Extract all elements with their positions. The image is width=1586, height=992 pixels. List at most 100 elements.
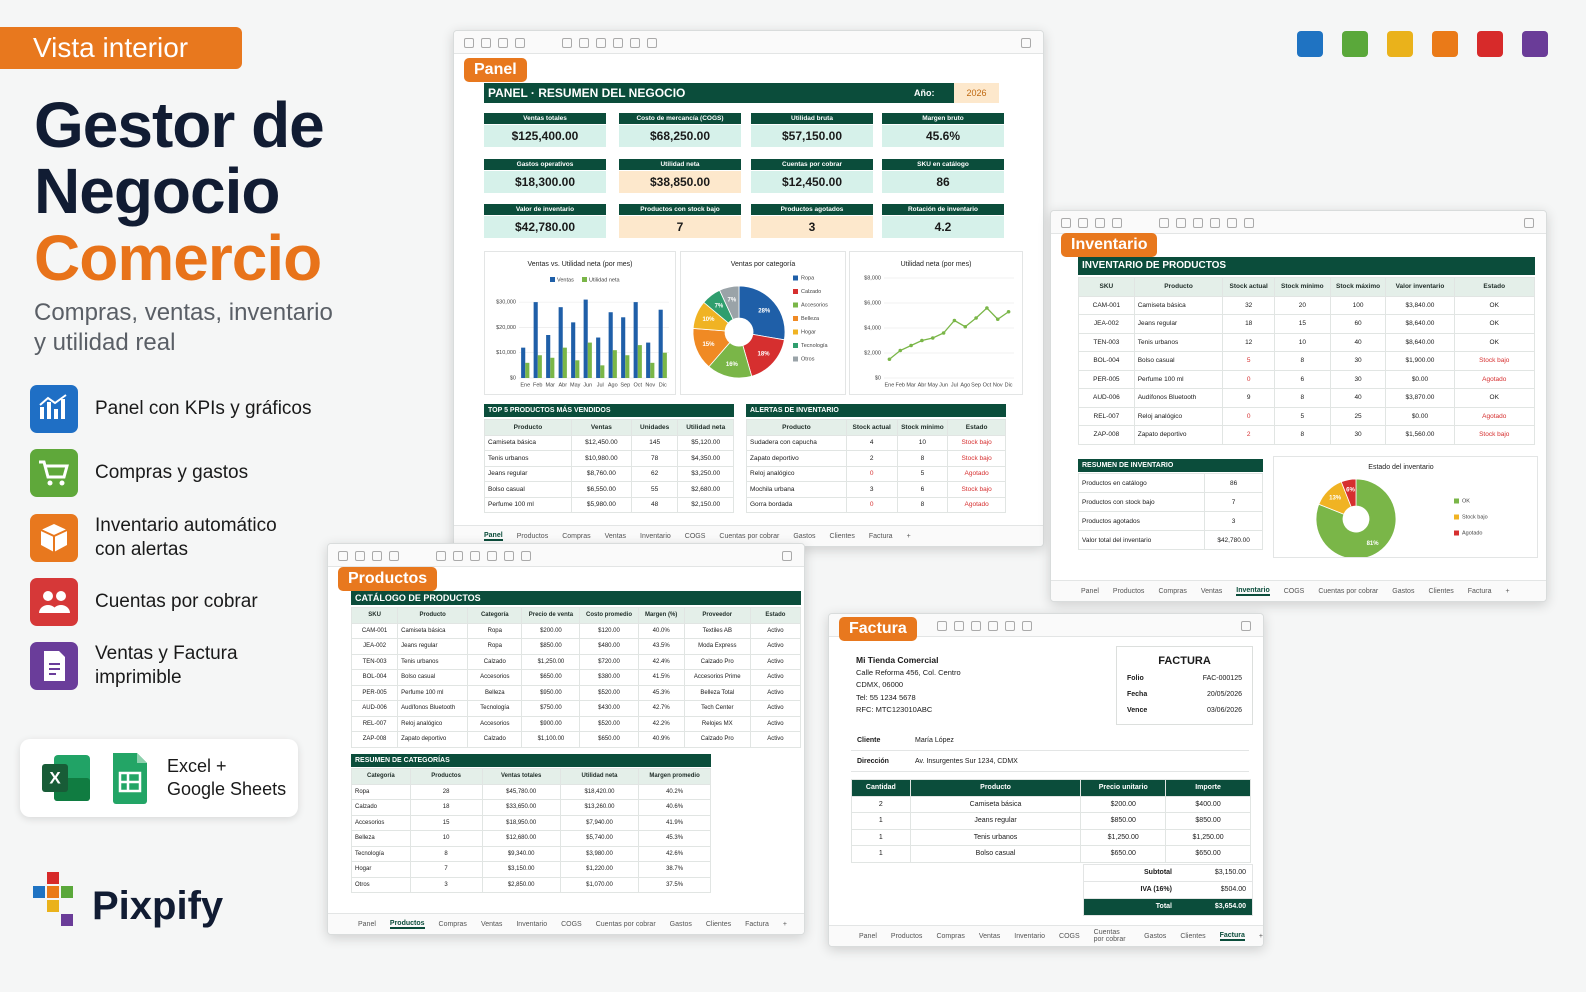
- invoice-title: FACTURA: [1158, 655, 1211, 667]
- table-cell: 86: [1204, 473, 1263, 493]
- bar: [571, 322, 576, 378]
- column-header: Costo promedio: [579, 607, 639, 624]
- table-cell: Productos con stock bajo: [1077, 492, 1206, 512]
- bar: [583, 299, 588, 378]
- table-row: Sudadera con capucha 4 10 Stock bajo: [746, 434, 1006, 451]
- table-cell: $33,650.00: [481, 799, 561, 816]
- chart-title: Utilidad neta (por mes): [901, 261, 972, 268]
- company-line: RFC: MTC123010ABC: [856, 705, 933, 714]
- table-cell: 8: [1273, 425, 1331, 445]
- table-cell: 6: [1273, 369, 1331, 389]
- company-line: Calle Reforma 456, Col. Centro: [856, 667, 961, 677]
- column-header: Estado: [947, 419, 1006, 436]
- sheet-tab: Ventas: [1200, 587, 1223, 595]
- table-cell: 0: [845, 496, 898, 513]
- data-table: Producto Stock actual Stock mínimo Estado Su…: [746, 419, 1006, 513]
- table-cell: Tenis urbanos: [484, 450, 572, 467]
- toolbar-icon: [782, 551, 792, 561]
- x-tick-label: Oct: [983, 382, 992, 388]
- table-cell: Calzado Pro: [683, 731, 751, 748]
- y-tick-label: $20,000: [496, 325, 516, 331]
- table-row: PER-005 Perfume 100 ml Belleza $950.00 $520.…: [350, 684, 802, 701]
- sheet-tabs: Panel Productos Compras Ventas Inventario COG…: [328, 913, 804, 934]
- column-header: Stock actual: [1222, 277, 1275, 297]
- kpi-label: Costo de mercancía (COGS): [619, 113, 741, 124]
- table-cell: 6: [896, 481, 949, 498]
- table-cell: 42.6%: [638, 845, 711, 862]
- table-cell: TEN-003: [350, 653, 399, 670]
- bar: [662, 352, 667, 378]
- total-field: Total: [1155, 903, 1172, 910]
- kpi-value: 45.6%: [882, 125, 1004, 147]
- table-cell: $0.00: [1385, 406, 1455, 426]
- table-cell: JEA-002: [350, 638, 399, 655]
- table-cell: Calzado: [467, 653, 523, 670]
- legend-swatch: [793, 275, 798, 281]
- invoice-row: Folio FAC-000125: [1127, 675, 1242, 682]
- table-cell: $950.00: [521, 684, 581, 701]
- table-cell: Activo: [749, 622, 802, 639]
- table-row: ZAP-008 Zapato deportivo Calzado $1,100.00 $…: [350, 731, 802, 748]
- toolbar-icon: [971, 621, 981, 631]
- table-cell: Agotado: [947, 465, 1006, 482]
- sheet-tab: Ventas: [604, 532, 627, 540]
- table-cell: Bolso casual: [397, 669, 469, 686]
- toolbar-icon: [613, 38, 623, 48]
- table-cell: Audífonos Bluetooth: [397, 700, 469, 717]
- table-cell: Zapato deportivo: [746, 450, 847, 467]
- legend-swatch: [793, 302, 798, 308]
- table-cell: $480.00: [579, 638, 639, 655]
- table-row: AUD-006 Audífonos Bluetooth Tecnología $750…: [350, 700, 802, 717]
- kpi-label: Valor de inventario: [484, 204, 606, 215]
- table-row: CAM-001 Camiseta básica 32 20 100 $3,840.00 OK: [1078, 295, 1535, 315]
- table-cell: 30: [1329, 351, 1387, 371]
- slice-label: 81%: [1367, 541, 1380, 547]
- table-cell: 3: [409, 876, 483, 893]
- column-header: Stock actual: [845, 419, 898, 436]
- table-cell: 5: [1273, 406, 1331, 426]
- table-cell: $200.00: [521, 622, 581, 639]
- table-cell: Activo: [749, 669, 802, 686]
- table-cell: 12: [1222, 332, 1275, 352]
- feature-text: Panel con KPIs y gráficos: [95, 397, 312, 421]
- kpi-value: $42,780.00: [484, 216, 606, 238]
- legend-swatch: [582, 277, 587, 282]
- point: [952, 318, 957, 323]
- line: [889, 307, 1009, 360]
- legend-label: Stock bajo: [1462, 514, 1488, 520]
- table-row: Reloj analógico 0 5 Agotado: [746, 465, 1006, 482]
- total-row: IVA (16%) $504.00: [1083, 881, 1253, 899]
- x-tick-label: Sep: [971, 382, 981, 388]
- x-tick-label: May: [570, 382, 581, 388]
- table-cell: Perfume 100 ml: [397, 684, 469, 701]
- toolbar-icon: [988, 621, 998, 631]
- table-cell: Activo: [749, 731, 802, 748]
- column-header: Producto: [397, 607, 469, 624]
- sheet-tab: Factura: [745, 920, 769, 928]
- sheet-tab: Compras: [936, 932, 965, 940]
- toolbar-icon: [338, 551, 348, 561]
- point: [920, 338, 924, 343]
- toolbar-icon: [1078, 218, 1088, 228]
- table-row: REL-007 Reloj analógico 0 5 25 $0.00 Agotado: [1078, 406, 1535, 426]
- table-cell: Perfume 100 ml: [484, 496, 572, 513]
- sheet-tab: Clientes: [1428, 587, 1454, 595]
- client-value: María López: [915, 737, 954, 744]
- brand-name: Pixpify: [92, 884, 224, 928]
- table-cell: $2,150.00: [677, 496, 734, 513]
- toolbar-icon: [1241, 621, 1251, 631]
- sheet-tabs: Panel Productos Compras Ventas Inventario COG…: [829, 925, 1263, 946]
- sheet-tab: COGS: [561, 920, 582, 928]
- platform-line: Google Sheets: [167, 779, 287, 799]
- column-header: SKU: [1078, 277, 1135, 297]
- table-cell: 38.7%: [638, 861, 711, 878]
- table-cell: Mochila urbana: [746, 481, 847, 498]
- bar: [525, 362, 530, 378]
- x-tick-label: Jul: [951, 382, 958, 388]
- legend-swatch: [793, 356, 798, 362]
- table-cell: BOL-004: [350, 669, 399, 686]
- sheet-tab: +: [1505, 587, 1510, 595]
- y-tick-label: $10,000: [496, 350, 516, 356]
- table-cell: 42.4%: [637, 653, 685, 670]
- table-cell: 8: [896, 496, 949, 513]
